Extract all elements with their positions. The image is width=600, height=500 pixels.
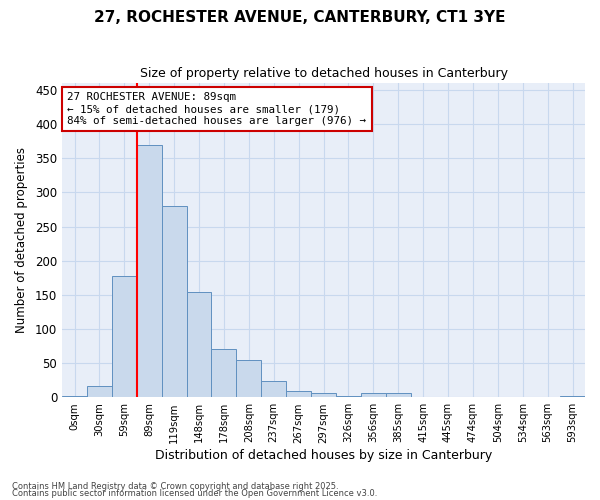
Bar <box>311 392 336 398</box>
Bar <box>112 276 137 398</box>
Bar <box>137 144 161 398</box>
Bar <box>386 392 410 398</box>
Bar <box>261 381 286 398</box>
Text: Contains HM Land Registry data © Crown copyright and database right 2025.: Contains HM Land Registry data © Crown c… <box>12 482 338 491</box>
Bar <box>336 396 361 398</box>
Bar <box>410 396 436 398</box>
Title: Size of property relative to detached houses in Canterbury: Size of property relative to detached ho… <box>140 68 508 80</box>
Bar <box>286 391 311 398</box>
Text: 27, ROCHESTER AVENUE, CANTERBURY, CT1 3YE: 27, ROCHESTER AVENUE, CANTERBURY, CT1 3Y… <box>94 10 506 25</box>
Text: Contains public sector information licensed under the Open Government Licence v3: Contains public sector information licen… <box>12 489 377 498</box>
Bar <box>361 392 386 398</box>
Text: 27 ROCHESTER AVENUE: 89sqm
← 15% of detached houses are smaller (179)
84% of sem: 27 ROCHESTER AVENUE: 89sqm ← 15% of deta… <box>67 92 366 126</box>
Bar <box>87 386 112 398</box>
Bar <box>187 292 211 398</box>
Bar <box>560 396 585 398</box>
Y-axis label: Number of detached properties: Number of detached properties <box>15 147 28 333</box>
Bar <box>236 360 261 398</box>
Bar <box>62 396 87 398</box>
Bar <box>211 350 236 398</box>
X-axis label: Distribution of detached houses by size in Canterbury: Distribution of detached houses by size … <box>155 450 492 462</box>
Bar <box>161 206 187 398</box>
